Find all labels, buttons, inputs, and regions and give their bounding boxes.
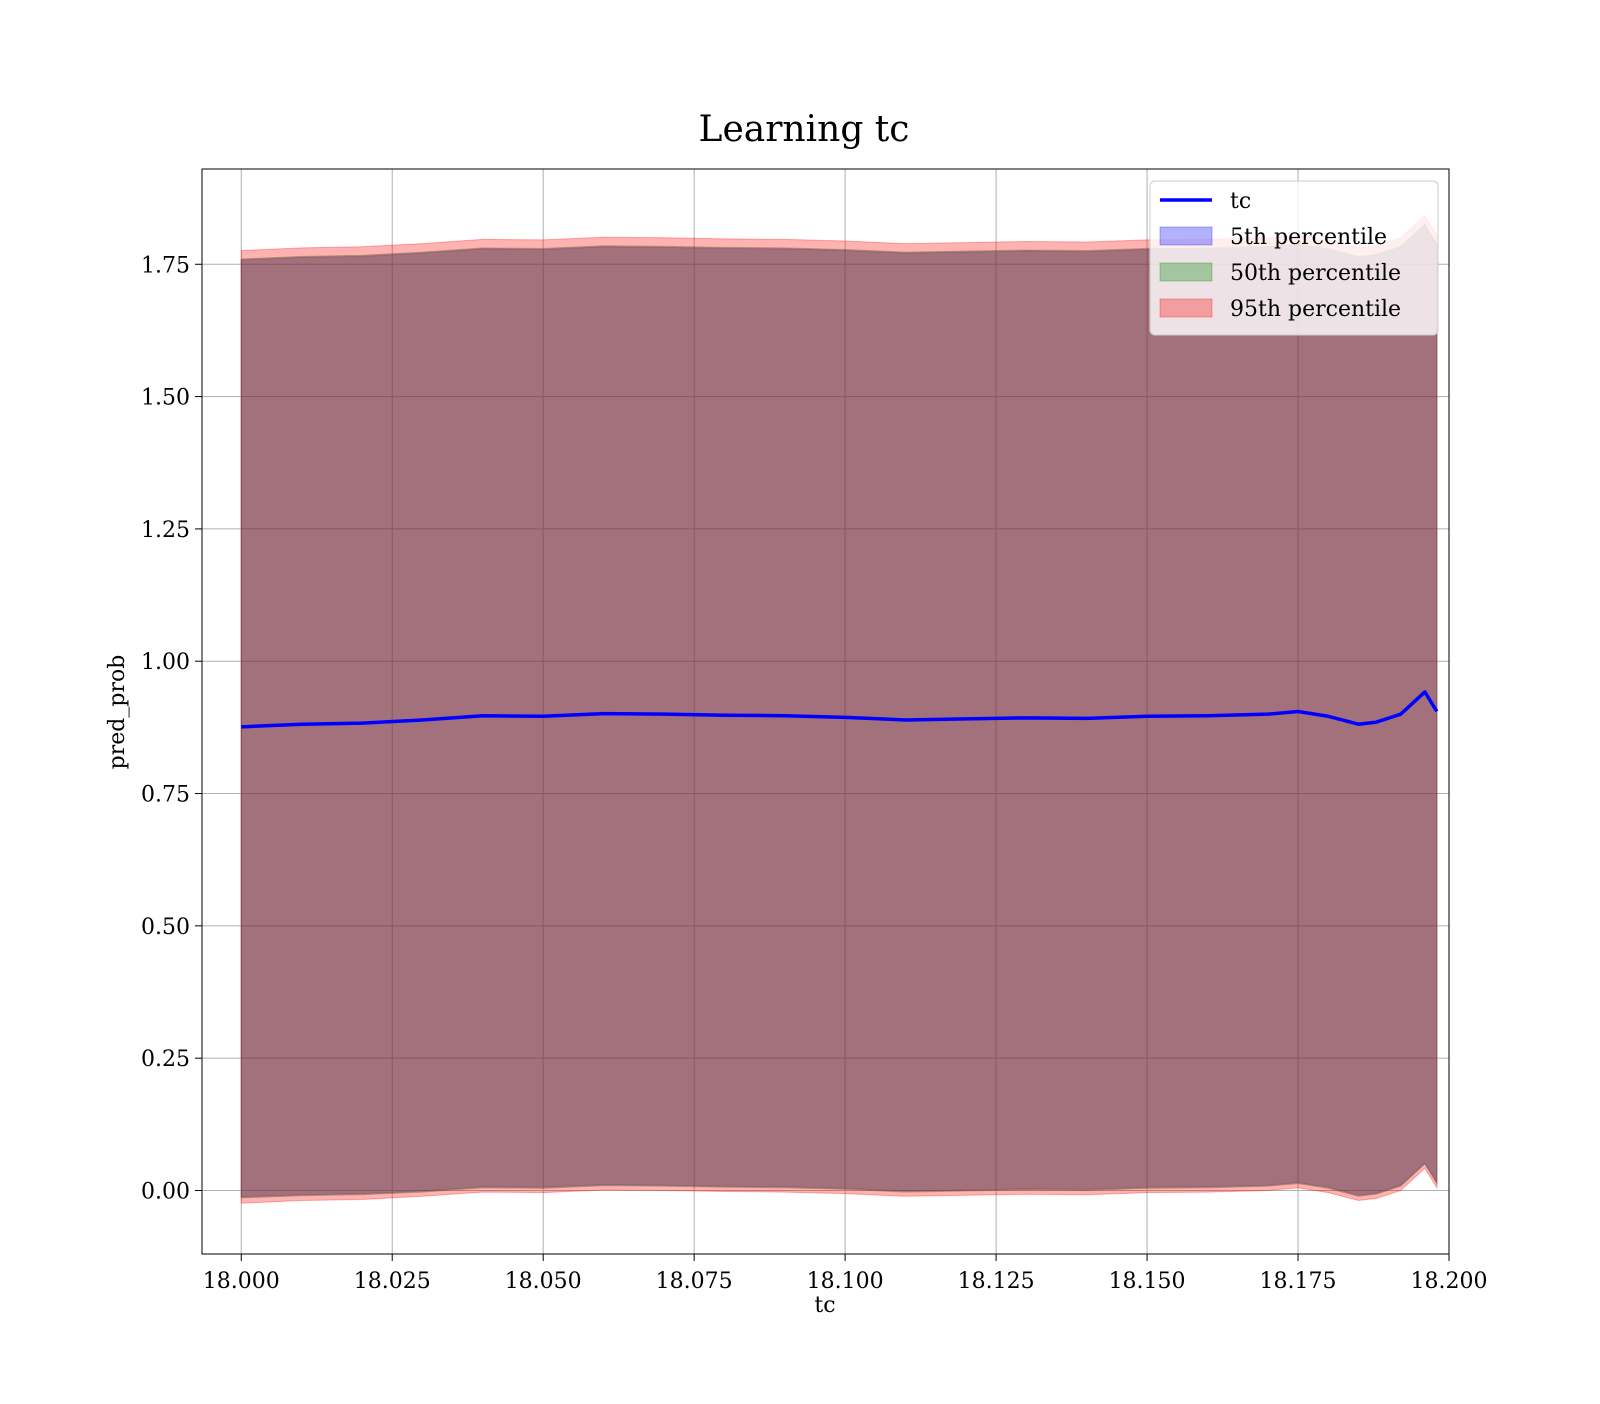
legend-label-tc: tc (1230, 189, 1251, 214)
x-tick-label: 18.025 (354, 1269, 431, 1294)
x-axis-label: tc (814, 1293, 835, 1318)
y-axis-ticks: 0.00 0.25 0.50 0.75 1.00 1.25 1.50 1.75 (141, 253, 202, 1204)
legend-swatch-95th-percentile (1159, 298, 1213, 318)
x-tick-label: 18.075 (656, 1269, 733, 1294)
y-axis-label: pred_prob (105, 655, 130, 770)
legend-label-5th-percentile: 5th percentile (1230, 225, 1387, 250)
y-tick-label: 0.25 (141, 1047, 190, 1072)
y-tick-label: 1.75 (141, 253, 190, 278)
y-tick-label: 1.50 (141, 386, 190, 411)
band-5th-percentile (240, 224, 1438, 1198)
x-tick-label: 18.050 (505, 1269, 582, 1294)
series-lines (241, 690, 1439, 729)
x-tick-label: 18.175 (1260, 1269, 1337, 1294)
y-tick-label: 1.25 (141, 518, 190, 543)
legend-swatch-50th-percentile (1159, 262, 1213, 282)
chart-title: Learning tc (699, 109, 910, 150)
y-tick-label: 1.00 (141, 650, 190, 675)
legend-swatch-5th-percentile (1159, 226, 1213, 246)
legend-label-95th-percentile: 95th percentile (1230, 297, 1401, 322)
x-tick-label: 18.200 (1411, 1269, 1488, 1294)
y-tick-label: 0.50 (141, 915, 190, 940)
x-tick-label: 18.100 (807, 1269, 884, 1294)
y-tick-label: 0.00 (141, 1179, 190, 1204)
grid (202, 169, 1450, 1254)
legend: tc 5th percentile 50th percentile 95th perc… (1149, 180, 1439, 336)
series-line-tc (241, 690, 1439, 729)
y-tick-label: 0.75 (141, 783, 190, 808)
x-tick-label: 18.000 (203, 1269, 280, 1294)
x-tick-label: 18.150 (1109, 1269, 1186, 1294)
legend-label-50th-percentile: 50th percentile (1230, 261, 1401, 286)
band-95th-percentile (240, 214, 1438, 1204)
plot-frame (201, 168, 1450, 1255)
percentile-bands (240, 214, 1438, 1204)
x-tick-label: 18.125 (958, 1269, 1035, 1294)
band-50th-percentile (240, 223, 1438, 1199)
legend-box (1149, 180, 1439, 336)
x-axis-ticks: 18.000 18.025 18.050 18.075 18.100 18.125 18.1… (203, 1254, 1488, 1294)
